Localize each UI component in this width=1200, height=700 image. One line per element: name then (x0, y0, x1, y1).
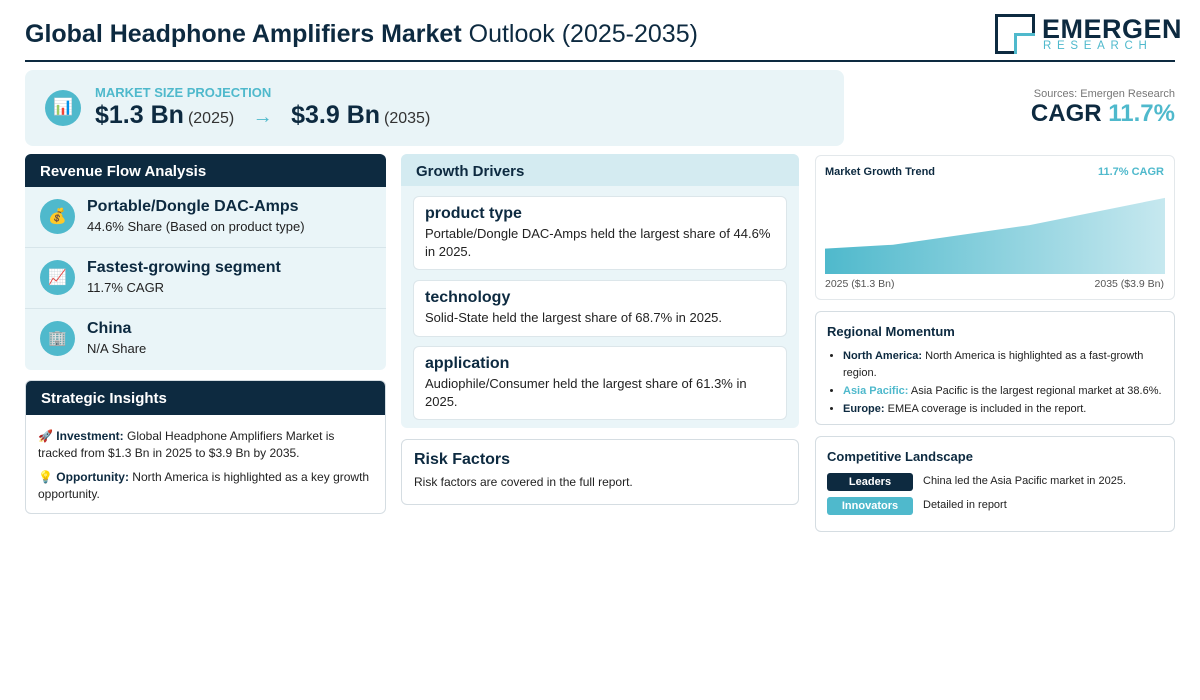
end-value: $3.9 Bn (291, 101, 381, 129)
page-title-rest: Outlook (2025-2035) (468, 20, 698, 48)
revenue-item: 🏢 China N/A Share (25, 309, 386, 370)
trend-title: Market Growth Trend (825, 166, 936, 178)
trend-cagr-label: 11.7% CAGR (1097, 166, 1164, 178)
driver-item: technology Solid-State held the largest … (413, 280, 787, 337)
page-title: Global Headphone Amplifiers Market Outlo… (25, 20, 698, 49)
cagr-label: CAGR (1030, 100, 1102, 127)
insight-opportunity: 💡 Opportunity: North America is highligh… (38, 469, 373, 502)
region-item: Asia Pacific: Asia Pacific is the larges… (843, 383, 1163, 400)
revenue-item-sub: 11.7% CAGR (87, 280, 165, 295)
strategic-insights-title: Strategic Insights (26, 381, 385, 415)
insight-investment: 🚀 Investment: Global Headphone Amplifier… (38, 428, 373, 461)
growth-area-series (825, 197, 1165, 274)
regional-momentum-card: Regional Momentum North America: North A… (815, 311, 1175, 425)
growth-drivers-card: Growth Drivers product type Portable/Don… (401, 154, 799, 428)
logo-mark-icon (995, 14, 1035, 54)
revenue-flow-card: Revenue Flow Analysis 💰 Portable/Dongle … (25, 154, 386, 370)
logo-name: EMERGEN (1042, 14, 1183, 44)
start-value: $1.3 Bn (95, 101, 184, 129)
trend-start-label: 2025 ($1.3 Bn) (825, 278, 895, 290)
arrow-right-icon: → (252, 106, 273, 128)
revenue-item-sub: N/A Share (87, 341, 147, 356)
innovators-badge: Innovators (827, 497, 913, 515)
risk-factors-card: Risk Factors Risk factors are covered in… (401, 439, 799, 505)
competitive-text: Detailed in report (923, 499, 1007, 511)
projection-values: $1.3 Bn (2025) → $3.9 Bn (2035) (95, 101, 430, 130)
rocket-icon: 🚀 (38, 429, 53, 443)
driver-title: application (425, 355, 510, 372)
cagr-value: 11.7% (1108, 100, 1175, 127)
revenue-item-sub: 44.6% Share (Based on product type) (87, 219, 305, 234)
insight-label: Opportunity: (56, 470, 129, 484)
regional-momentum-title: Regional Momentum (827, 324, 955, 339)
logo-subtitle: RESEARCH (1043, 40, 1153, 52)
growth-drivers-title: Growth Drivers (401, 154, 799, 186)
trend-up-icon: 📈 (40, 260, 75, 295)
driver-item: application Audiophile/Consumer held the… (413, 346, 787, 420)
region-text: North America is highlighted as a fast-g… (843, 350, 1144, 379)
competitive-row: Leaders China led the Asia Pacific marke… (827, 473, 1163, 497)
region-label: North America: (843, 350, 923, 362)
driver-text: Audiophile/Consumer held the largest sha… (425, 376, 747, 409)
risk-factors-title: Risk Factors (414, 451, 511, 468)
revenue-item: 📈 Fastest-growing segment 11.7% CAGR (25, 248, 386, 309)
emergen-logo: EMERGEN RESEARCH (995, 14, 1182, 56)
growth-area-chart (825, 197, 1165, 274)
building-icon: 🏢 (40, 321, 75, 356)
revenue-item-title: Fastest-growing segment (87, 259, 281, 276)
region-label: Asia Pacific: (843, 384, 909, 397)
competitive-row: Innovators Detailed in report (827, 497, 1163, 521)
market-size-projection: 📊 MARKET SIZE PROJECTION $1.3 Bn (2025) →… (25, 70, 844, 146)
trend-end-label: 2035 ($3.9 Bn) (1094, 278, 1164, 290)
revenue-item-title: China (87, 320, 132, 337)
region-item: Europe: EMEA coverage is included in the… (843, 401, 1163, 418)
driver-title: technology (425, 289, 511, 306)
money-bag-icon: 💰 (40, 199, 75, 234)
insight-label: Investment: (56, 429, 124, 443)
market-growth-trend-card: Market Growth Trend 11.7% CAGR 2025 ($1.… (815, 155, 1175, 300)
region-list: North America: North America is highligh… (843, 348, 1163, 417)
driver-text: Portable/Dongle DAC-Amps held the larges… (425, 226, 771, 259)
region-text: EMEA coverage is included in the report. (887, 402, 1087, 415)
sources-text: Sources: Emergen Research (1033, 88, 1175, 100)
page-header: Global Headphone Amplifiers Market Outlo… (25, 12, 1182, 62)
region-label: Europe: (843, 402, 885, 415)
risk-factors-text: Risk factors are covered in the full rep… (414, 475, 633, 489)
competitive-landscape-card: Competitive Landscape Leaders China led … (815, 436, 1175, 532)
competitive-text: China led the Asia Pacific market in 202… (923, 475, 1127, 487)
revenue-item-title: Portable/Dongle DAC-Amps (87, 198, 299, 215)
revenue-flow-title: Revenue Flow Analysis (25, 154, 386, 187)
competitive-landscape-title: Competitive Landscape (827, 449, 973, 464)
leaders-badge: Leaders (827, 473, 913, 491)
driver-title: product type (425, 205, 522, 222)
start-year: (2025) (187, 110, 235, 127)
insight-text: Global Headphone Amplifiers Market is tr… (38, 429, 335, 460)
revenue-item: 💰 Portable/Dongle DAC-Amps 44.6% Share (… (25, 187, 386, 248)
bar-chart-icon: 📊 (45, 90, 81, 126)
driver-item: product type Portable/Dongle DAC-Amps he… (413, 196, 787, 270)
region-item: North America: North America is highligh… (843, 348, 1163, 381)
lightbulb-icon: 💡 (38, 470, 53, 484)
strategic-insights-card: Strategic Insights 🚀 Investment: Global … (25, 380, 386, 514)
page-title-bold: Global Headphone Amplifiers Market (25, 20, 462, 48)
projection-label: MARKET SIZE PROJECTION (95, 85, 272, 100)
insight-text: North America is highlighted as a key gr… (38, 470, 370, 501)
region-text: Asia Pacific is the largest regional mar… (910, 384, 1162, 397)
cagr-headline: CAGR 11.7% (1031, 100, 1175, 128)
end-year: (2035) (384, 110, 431, 127)
driver-text: Solid-State held the largest share of 68… (425, 310, 723, 325)
